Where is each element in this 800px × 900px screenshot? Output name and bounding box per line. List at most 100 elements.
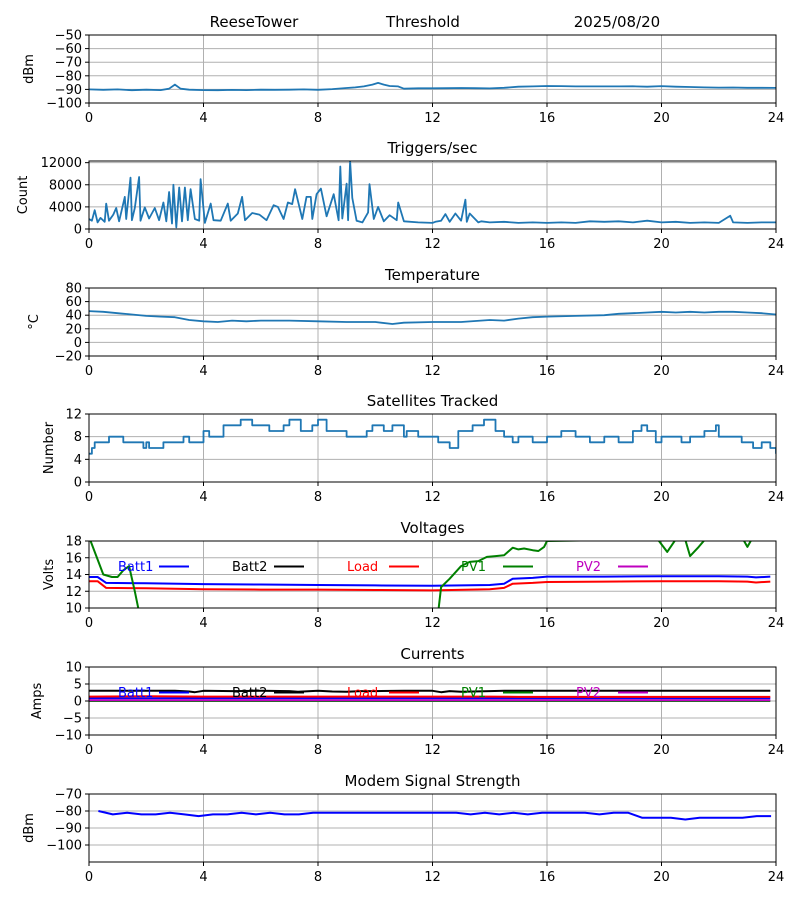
header-station: ReeseTower xyxy=(210,13,300,31)
x-tick-label: 12 xyxy=(424,490,441,505)
y-tick-label: 8000 xyxy=(49,178,82,193)
y-tick-label: 5 xyxy=(74,678,82,693)
x-tick-label: 24 xyxy=(768,870,785,885)
x-tick-label: 24 xyxy=(768,364,785,379)
x-tick-label: 24 xyxy=(768,490,785,505)
x-tick-label: 20 xyxy=(653,616,670,631)
x-tick-label: 4 xyxy=(199,111,207,126)
y-tick-label: −100 xyxy=(46,839,82,854)
y-tick-label: −50 xyxy=(55,29,82,44)
x-tick-label: 8 xyxy=(314,743,322,758)
legend: Batt1 Batt2 Load PV1 PV2 xyxy=(118,560,648,575)
x-tick-label: 20 xyxy=(653,743,670,758)
legend-label-batt2: Batt2 xyxy=(232,560,267,575)
y-axis-label: Number xyxy=(42,421,57,474)
y-tick-label: −80 xyxy=(55,805,82,820)
x-tick-label: 12 xyxy=(424,743,441,758)
header-date: 2025/08/20 xyxy=(574,13,660,31)
series-line-threshold xyxy=(89,82,776,92)
y-tick-label: 4 xyxy=(74,453,82,468)
y-tick-label: −70 xyxy=(55,788,82,803)
y-tick-label: −90 xyxy=(55,822,82,837)
series-line-triggers xyxy=(89,161,776,229)
x-tick-label: 16 xyxy=(539,364,556,379)
x-tick-label: 12 xyxy=(424,364,441,379)
x-tick-label: 4 xyxy=(199,870,207,885)
x-tick-label: 24 xyxy=(768,743,785,758)
y-tick-label: 10 xyxy=(65,602,82,617)
x-tick-label: 12 xyxy=(424,237,441,252)
y-tick-label: −100 xyxy=(46,97,82,112)
x-tick-label: 16 xyxy=(539,111,556,126)
x-tick-label: 20 xyxy=(653,490,670,505)
y-tick-label: 0 xyxy=(74,476,82,491)
panel-satellites: 0 4 8 12 16 20 24 0 4 8 12 Number Satellites Tracked xyxy=(42,392,784,505)
legend-label-batt2: Batt2 xyxy=(232,686,267,701)
chart-title: Modem Signal Strength xyxy=(345,772,521,790)
temperature-series-group xyxy=(89,310,776,325)
y-axis-label: °C xyxy=(27,314,42,330)
y-tick-label: 0 xyxy=(74,695,82,710)
legend: Batt1 Batt2 Load PV1 PV2 xyxy=(118,686,648,701)
x-tick-label: 8 xyxy=(314,490,322,505)
panel-triggers: 0 4 8 12 16 20 24 0 4000 8000 12000 Count Triggers/s… xyxy=(16,139,784,252)
x-tick-label: 8 xyxy=(314,237,322,252)
y-tick-label: 4000 xyxy=(49,200,82,215)
x-tick-label: 24 xyxy=(768,237,785,252)
series-line-batt1 xyxy=(89,575,771,587)
voltages-series-group xyxy=(89,541,771,608)
legend-label-pv2: PV2 xyxy=(576,560,601,575)
y-tick-label: −60 xyxy=(55,42,82,57)
x-tick-label: 0 xyxy=(85,743,93,758)
x-tick-label: 24 xyxy=(768,111,785,126)
y-axis-label: Amps xyxy=(30,682,45,719)
x-tick-label: 4 xyxy=(199,364,207,379)
x-tick-label: 20 xyxy=(653,870,670,885)
y-tick-label: 10 xyxy=(65,661,82,676)
chart-title: Voltages xyxy=(400,519,464,537)
legend-label-load: Load xyxy=(347,560,378,575)
x-tick-label: 8 xyxy=(314,870,322,885)
y-tick-label: −10 xyxy=(55,729,82,744)
x-tick-label: 4 xyxy=(199,237,207,252)
y-axis-label: Count xyxy=(16,176,31,215)
x-tick-label: 0 xyxy=(85,490,93,505)
y-tick-label: 0 xyxy=(74,223,82,238)
x-tick-label: 8 xyxy=(314,364,322,379)
y-tick-label: −90 xyxy=(55,83,82,98)
x-tick-label: 8 xyxy=(314,111,322,126)
y-axis-label: dBm xyxy=(22,54,37,84)
y-tick-label: 0 xyxy=(74,336,82,351)
chart-title: Temperature xyxy=(384,266,480,284)
panel-threshold: 0 4 8 12 16 20 24 −100−90−80−70−60−50 dBm xyxy=(22,29,784,127)
y-tick-label: 18 xyxy=(65,535,82,550)
x-tick-label: 0 xyxy=(85,364,93,379)
legend-label-pv1: PV1 xyxy=(461,686,486,701)
y-tick-label: 80 xyxy=(65,282,82,297)
series-line-modem xyxy=(98,810,772,821)
satellites-series-group xyxy=(89,418,776,455)
x-tick-label: 16 xyxy=(539,490,556,505)
series-line-load xyxy=(89,695,771,698)
y-axis-label: dBm xyxy=(22,813,37,843)
y-tick-label: 40 xyxy=(65,309,82,324)
x-tick-label: 12 xyxy=(424,616,441,631)
x-tick-label: 12 xyxy=(424,870,441,885)
y-tick-label: 12 xyxy=(65,585,82,600)
currents-series-group xyxy=(89,689,771,702)
header-mode: Threshold xyxy=(385,13,460,31)
series-line-satellites xyxy=(89,418,776,455)
x-tick-label: 4 xyxy=(199,743,207,758)
y-axis-label: Volts xyxy=(42,559,57,591)
series-line-temperature xyxy=(89,310,776,325)
legend-label-pv1: PV1 xyxy=(461,560,486,575)
x-tick-label: 16 xyxy=(539,870,556,885)
x-tick-label: 0 xyxy=(85,111,93,126)
legend-label-pv2: PV2 xyxy=(576,686,601,701)
y-tick-label: −80 xyxy=(55,69,82,84)
x-tick-label: 0 xyxy=(85,870,93,885)
